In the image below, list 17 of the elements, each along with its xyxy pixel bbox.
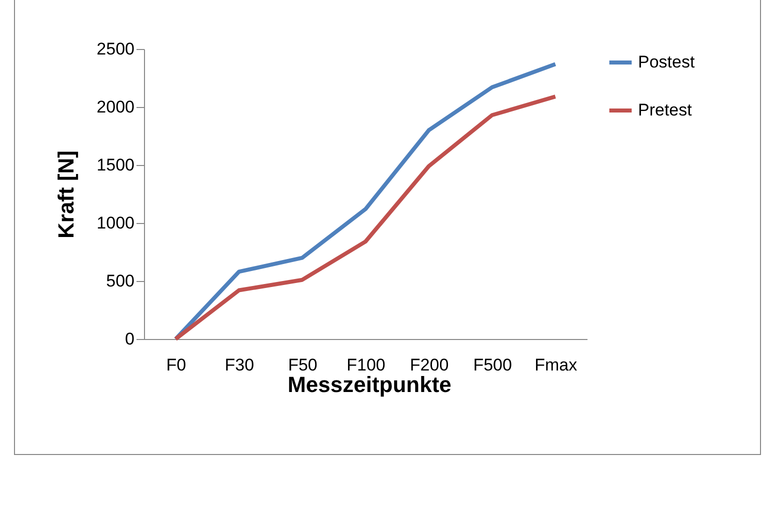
legend-label: Pretest [638, 100, 692, 120]
legend-label: Postest [638, 52, 695, 72]
x-tick-label: F30 [224, 356, 254, 374]
y-tick-label: 1000 [96, 214, 134, 232]
x-tick-label: F100 [346, 356, 386, 374]
x-tick-label: F500 [473, 356, 512, 374]
x-tick-label: F50 [288, 356, 318, 374]
y-tick-label: 2000 [96, 98, 134, 116]
y-tick-label: 2500 [96, 40, 134, 58]
x-tick-label: F0 [166, 356, 186, 374]
y-axis-title: Kraft [N] [54, 150, 79, 238]
x-tick-label: F200 [410, 356, 449, 374]
y-tick-label: 1500 [96, 156, 134, 174]
x-axis-title: Messzeitpunkte [288, 372, 452, 397]
y-tick-label: 0 [125, 330, 134, 348]
x-tick-label: Fmax [534, 356, 578, 374]
y-tick-label: 500 [106, 272, 134, 290]
